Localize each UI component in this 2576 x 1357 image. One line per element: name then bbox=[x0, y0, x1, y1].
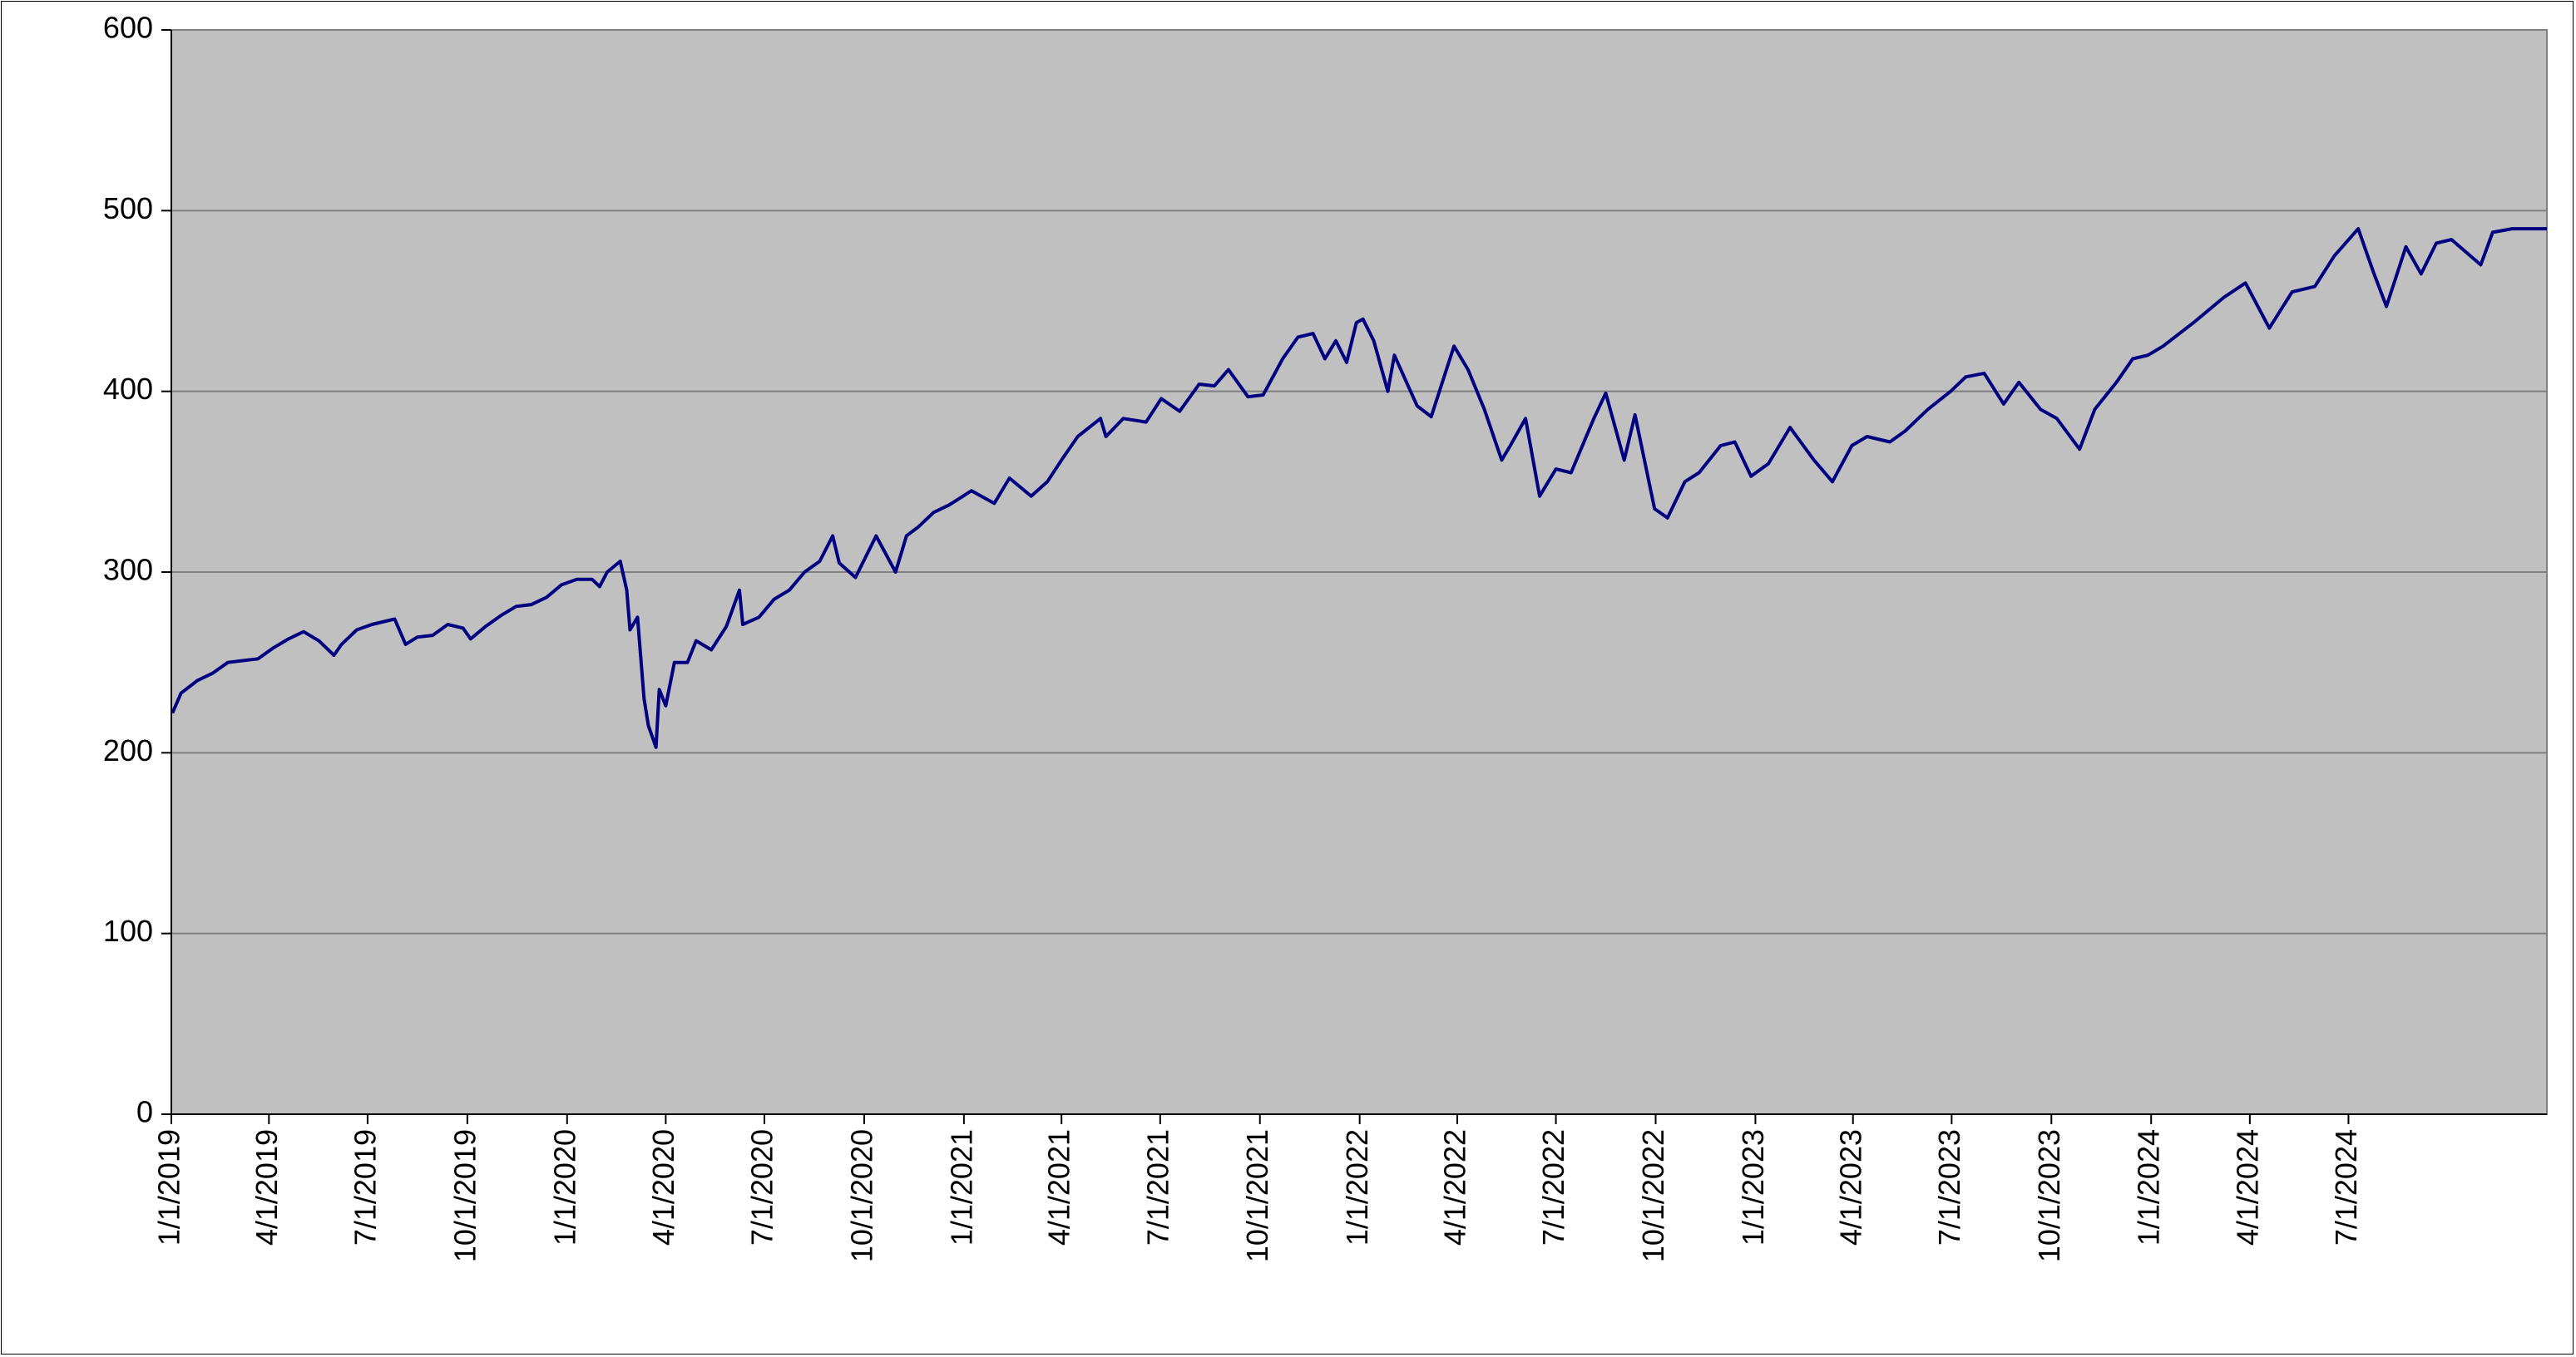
x-tick-label: 1/1/2020 bbox=[547, 1129, 581, 1246]
y-tick-label: 200 bbox=[103, 733, 153, 767]
y-tick-label: 0 bbox=[136, 1095, 153, 1129]
x-tick-label: 7/1/2023 bbox=[1932, 1129, 1966, 1246]
x-tick-label: 7/1/2024 bbox=[2329, 1129, 2363, 1246]
series-line bbox=[171, 227, 2547, 749]
x-tick-label: 4/1/2024 bbox=[2230, 1129, 2264, 1246]
y-tick-label: 300 bbox=[103, 553, 153, 587]
x-tick-label: 10/1/2020 bbox=[844, 1129, 878, 1262]
y-tick-label: 500 bbox=[103, 191, 153, 225]
series-group bbox=[171, 227, 2547, 749]
x-tick-label: 1/1/2024 bbox=[2132, 1129, 2166, 1246]
y-tick-label: 400 bbox=[103, 372, 153, 406]
x-tick-label: 4/1/2020 bbox=[646, 1129, 680, 1246]
x-tick-label: 7/1/2019 bbox=[348, 1129, 382, 1246]
x-tick-label: 10/1/2021 bbox=[1240, 1129, 1274, 1262]
x-tick-label: 1/1/2022 bbox=[1340, 1129, 1374, 1246]
x-axis: 1/1/2019 4/1/2019 7/1/2019 10/1/2019 1/1/202… bbox=[152, 1113, 2547, 1262]
x-tick-label: 4/1/2023 bbox=[1833, 1129, 1867, 1246]
x-tick-label: 10/1/2019 bbox=[447, 1129, 482, 1262]
x-tick-label: 1/1/2019 bbox=[152, 1129, 186, 1246]
x-tick-label: 4/1/2019 bbox=[250, 1129, 284, 1246]
y-tick-label: 100 bbox=[103, 914, 153, 948]
gridlines bbox=[171, 210, 2547, 935]
x-tick-label: 7/1/2021 bbox=[1140, 1129, 1174, 1246]
x-tick-label: 10/1/2022 bbox=[1636, 1129, 1670, 1262]
x-tick-label: 1/1/2023 bbox=[1736, 1129, 1770, 1246]
x-tick-label: 7/1/2022 bbox=[1536, 1129, 1570, 1246]
x-tick-label: 7/1/2020 bbox=[745, 1129, 779, 1246]
x-tick-label: 10/1/2023 bbox=[2032, 1129, 2066, 1262]
x-tick-label: 4/1/2022 bbox=[1437, 1129, 1471, 1246]
x-tick-label: 1/1/2021 bbox=[944, 1129, 978, 1246]
y-axis: 0 100 200 300 400 500 600 bbox=[103, 11, 172, 1129]
x-tick-label: 4/1/2021 bbox=[1042, 1129, 1076, 1246]
y-tick-label: 600 bbox=[103, 11, 153, 45]
